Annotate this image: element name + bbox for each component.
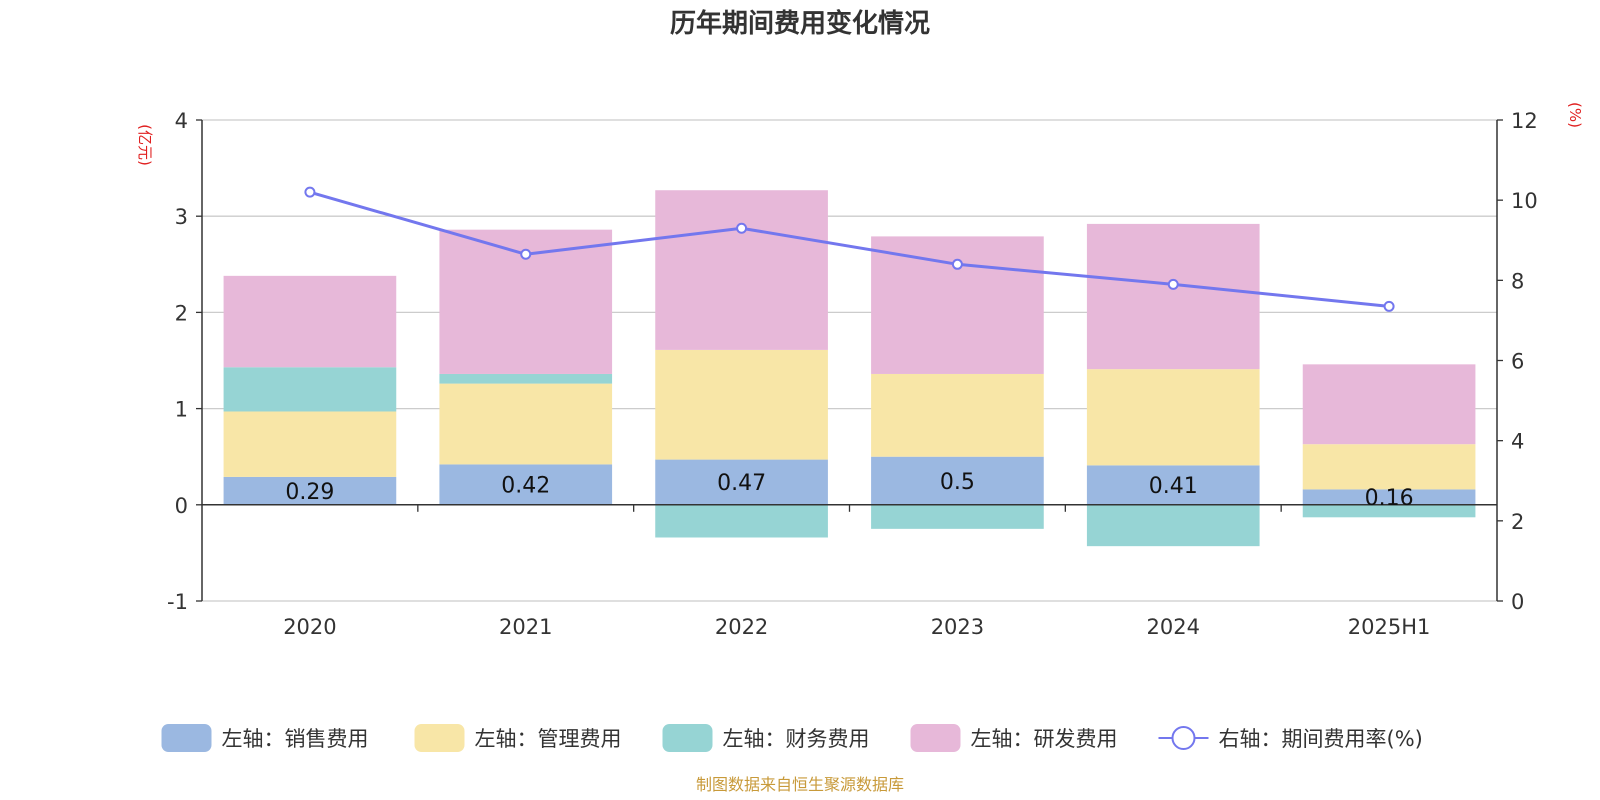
right-axis-tick-label: 0 xyxy=(1511,590,1524,614)
bar-segment xyxy=(223,411,397,477)
rate-point xyxy=(304,186,316,198)
rate-point xyxy=(1383,300,1395,312)
data-label: 0.42 xyxy=(501,474,550,499)
bar-segment xyxy=(1086,369,1260,466)
right-axis-tick-label: 4 xyxy=(1511,430,1524,454)
bar-segment xyxy=(871,236,1044,374)
legend-marker xyxy=(1171,726,1196,750)
right-axis-unit: (%) xyxy=(1566,102,1584,128)
bars xyxy=(223,190,1476,547)
bar-segment xyxy=(1302,504,1476,518)
bar-segment xyxy=(655,190,828,350)
bar-segment xyxy=(1086,223,1260,370)
legend-swatch xyxy=(662,724,713,752)
legend-label: 左轴：财务费用 xyxy=(723,727,870,751)
bar-segment xyxy=(655,459,828,505)
right-axis-tick-label: 2 xyxy=(1511,510,1524,534)
left-axis-tick-label: 2 xyxy=(175,301,188,325)
left-axis-tick-label: 1 xyxy=(175,398,188,422)
legend-label: 左轴：管理费用 xyxy=(475,727,622,751)
legend-label: 左轴：研发费用 xyxy=(971,727,1118,751)
bar-segment xyxy=(1086,504,1260,547)
bar-segment xyxy=(871,373,1044,457)
bar-segment xyxy=(439,464,613,505)
legend: 左轴：销售费用 左轴：管理费用 左轴：财务费用 左轴：研发费用 右轴：期间费用率(%) xyxy=(161,724,1423,752)
x-axis-tick-label: 2022 xyxy=(715,615,768,639)
legend-swatch xyxy=(910,724,961,752)
bar-segment xyxy=(655,504,828,538)
x-axis-tick-label: 2024 xyxy=(1147,615,1200,639)
x-axis-tick-label: 2020 xyxy=(283,615,336,639)
bar-segment xyxy=(871,504,1044,529)
left-axis-tick-label: 4 xyxy=(175,109,188,133)
left-axis-tick-label: 3 xyxy=(175,205,188,229)
left-axis-unit: (亿元) xyxy=(136,124,154,166)
bar-segment xyxy=(223,476,397,505)
data-label: 0.29 xyxy=(285,480,334,505)
rate-point xyxy=(736,222,748,234)
rate-point xyxy=(951,258,963,270)
data-label: 0.47 xyxy=(717,471,766,496)
x-axis-tick-label: 2021 xyxy=(499,615,552,639)
bar-segment xyxy=(223,367,397,412)
right-axis-tick-label: 8 xyxy=(1511,269,1524,293)
rate-point xyxy=(520,248,532,260)
x-axis-tick-label: 2023 xyxy=(931,615,984,639)
legend-label: 右轴：期间费用率(%) xyxy=(1219,727,1423,751)
data-label: 0.41 xyxy=(1149,474,1198,499)
chart-title: 历年期间费用变化情况 xyxy=(670,8,930,39)
bar-segment xyxy=(439,373,613,384)
data-label: 0.16 xyxy=(1365,486,1414,511)
bar-segment xyxy=(1086,465,1260,505)
bar-segment xyxy=(1302,444,1476,490)
bar-segment xyxy=(871,456,1044,505)
source-note: 制图数据来自恒生聚源数据库 xyxy=(696,775,904,794)
left-axis-tick-label: 0 xyxy=(175,494,188,518)
bar-segment xyxy=(1302,364,1476,445)
bar-segment xyxy=(223,275,397,368)
right-axis-tick-label: 10 xyxy=(1511,189,1538,213)
data-labels: 0.29 0.42 0.47 0.5 0.41 0.16 xyxy=(285,470,1413,511)
rate-line xyxy=(304,186,1395,312)
legend-label: 左轴：销售费用 xyxy=(222,727,369,751)
data-label: 0.5 xyxy=(940,470,975,495)
bar-segment xyxy=(1302,489,1476,505)
legend-swatch xyxy=(161,724,212,752)
rate-point xyxy=(1167,278,1179,290)
right-axis-tick-label: 6 xyxy=(1511,350,1524,374)
bar-segment xyxy=(655,349,828,460)
x-axis-tick-label: 2025H1 xyxy=(1348,615,1431,639)
left-axis-tick-label: -1 xyxy=(167,590,188,614)
legend-swatch xyxy=(414,724,465,752)
bar-segment xyxy=(439,383,613,465)
right-axis-tick-label: 12 xyxy=(1511,109,1538,133)
rate-line-path xyxy=(309,190,1390,308)
